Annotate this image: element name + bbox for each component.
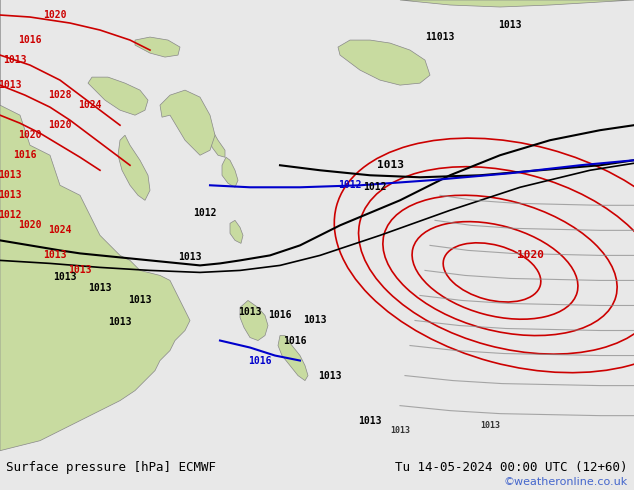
- Text: 1024: 1024: [48, 225, 72, 235]
- Polygon shape: [135, 37, 180, 57]
- Polygon shape: [400, 0, 634, 7]
- Text: 1013: 1013: [358, 416, 382, 426]
- Text: 1013: 1013: [498, 20, 522, 30]
- Text: 1020: 1020: [517, 250, 543, 260]
- Polygon shape: [210, 133, 225, 157]
- Text: 1013: 1013: [53, 272, 77, 282]
- Text: 1013: 1013: [3, 55, 27, 65]
- Text: 1012: 1012: [339, 180, 362, 190]
- Text: 1020: 1020: [18, 130, 42, 140]
- Text: 1013: 1013: [128, 295, 152, 305]
- Text: ©weatheronline.co.uk: ©weatheronline.co.uk: [503, 477, 628, 487]
- Text: 1013: 1013: [178, 252, 202, 263]
- Text: 1013: 1013: [318, 370, 342, 381]
- Polygon shape: [0, 0, 190, 451]
- Polygon shape: [338, 40, 430, 85]
- Polygon shape: [222, 157, 238, 187]
- Text: 1020: 1020: [48, 120, 72, 130]
- Text: 1013: 1013: [68, 266, 92, 275]
- Polygon shape: [160, 90, 215, 155]
- Polygon shape: [240, 300, 268, 341]
- Text: 1016: 1016: [13, 150, 37, 160]
- Text: 1024: 1024: [78, 100, 101, 110]
- Text: 1013: 1013: [390, 426, 410, 435]
- Polygon shape: [278, 336, 308, 381]
- Text: Tu 14-05-2024 00:00 UTC (12+60): Tu 14-05-2024 00:00 UTC (12+60): [395, 461, 628, 474]
- Text: 1012: 1012: [363, 182, 387, 192]
- Text: 1020: 1020: [43, 10, 67, 20]
- Text: 1013: 1013: [88, 283, 112, 294]
- Polygon shape: [230, 220, 243, 244]
- Text: 1013: 1013: [303, 316, 327, 325]
- Text: 1013: 1013: [0, 190, 22, 200]
- Text: 1013: 1013: [43, 250, 67, 260]
- Polygon shape: [88, 77, 148, 115]
- Text: 1012: 1012: [193, 208, 217, 219]
- Text: 1013: 1013: [0, 80, 22, 90]
- Text: 1016: 1016: [18, 35, 42, 45]
- Text: 1013: 1013: [0, 170, 22, 180]
- Text: 1028: 1028: [48, 90, 72, 100]
- Text: 1012: 1012: [0, 210, 22, 221]
- Text: 1013: 1013: [480, 421, 500, 430]
- Text: 1020: 1020: [18, 220, 42, 230]
- Text: Surface pressure [hPa] ECMWF: Surface pressure [hPa] ECMWF: [6, 461, 216, 474]
- Text: 1013: 1013: [108, 318, 132, 327]
- Text: 1013: 1013: [377, 160, 403, 170]
- Text: 1016: 1016: [283, 336, 307, 345]
- Polygon shape: [118, 135, 150, 200]
- Text: 1016: 1016: [249, 356, 272, 366]
- Text: 1016: 1016: [268, 311, 292, 320]
- Text: 11013: 11013: [425, 32, 455, 42]
- Text: 1013: 1013: [238, 308, 262, 318]
